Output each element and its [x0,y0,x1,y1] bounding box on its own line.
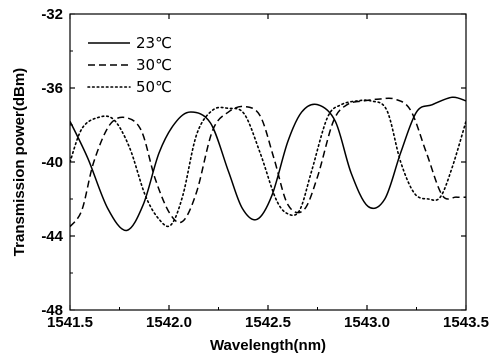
y-axis-label: Transmission power(dBm) [11,68,28,256]
tick-layer: 1541.5 1542.0 1542.5 1543.0 1543.5 -48 -44 -40 -… [41,6,489,331]
series-layer [70,96,466,232]
legend: 23℃ 30℃ 50℃ [87,34,172,96]
x-tick-label: 1543.0 [344,314,390,331]
x-tick-label: 1541.5 [47,314,93,331]
x-tick-label: 1542.5 [245,314,291,331]
legend-label-2: 30℃ [136,56,172,74]
x-axis-label: Wavelength(nm) [210,337,326,354]
x-tick-label: 1542.0 [146,314,192,331]
legend-label-3: 50℃ [136,78,172,96]
x-tick-label: 1543.5 [443,314,489,331]
y-tick-label: -48 [41,302,63,319]
legend-label-1: 23℃ [136,34,172,52]
y-tick-label: -44 [41,228,63,245]
plot-frame [69,13,467,311]
y-tick-label: -32 [41,6,63,23]
y-tick-label: -36 [41,80,63,97]
series-line-2 [70,97,466,228]
series-line-3 [70,99,466,228]
y-tick-label: -40 [41,154,63,171]
series-line-1 [70,96,466,232]
